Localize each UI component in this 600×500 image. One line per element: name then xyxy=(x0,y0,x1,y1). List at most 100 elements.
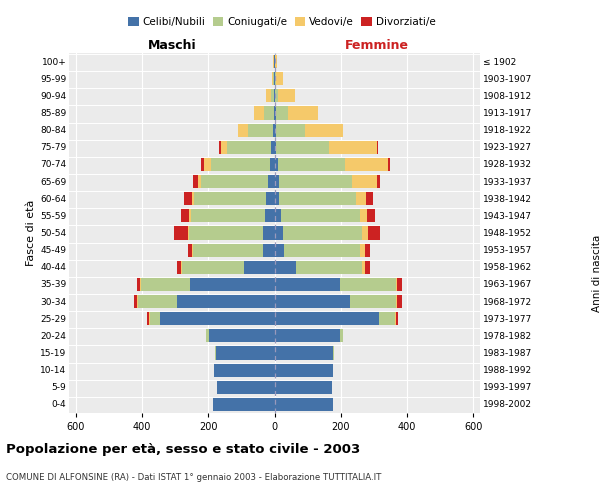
Text: Femmine: Femmine xyxy=(345,38,409,52)
Bar xyxy=(190,208,191,222)
Bar xyxy=(275,54,277,68)
Bar xyxy=(191,208,265,222)
Bar xyxy=(140,277,141,291)
Bar xyxy=(201,174,268,188)
Bar xyxy=(360,242,365,256)
Bar xyxy=(269,157,275,171)
Bar xyxy=(134,294,137,308)
Bar xyxy=(184,191,193,205)
Bar xyxy=(238,122,248,136)
Bar xyxy=(215,346,275,360)
Bar xyxy=(345,157,388,171)
Bar xyxy=(397,277,403,291)
Bar xyxy=(274,88,275,102)
Bar xyxy=(275,362,334,376)
Bar xyxy=(275,174,280,188)
Text: Maschi: Maschi xyxy=(148,38,196,52)
Bar xyxy=(365,242,370,256)
Bar xyxy=(368,226,380,239)
Bar xyxy=(273,54,274,68)
Bar xyxy=(200,157,204,171)
Bar xyxy=(275,88,278,102)
Bar xyxy=(275,346,334,360)
Bar xyxy=(221,140,227,154)
Bar xyxy=(137,294,177,308)
Bar xyxy=(275,380,332,394)
Bar xyxy=(276,106,288,120)
Bar xyxy=(377,174,380,188)
Bar xyxy=(271,88,274,102)
Bar xyxy=(275,140,276,154)
Bar xyxy=(178,260,181,274)
Bar xyxy=(280,191,356,205)
Bar xyxy=(281,208,360,222)
Bar xyxy=(275,122,276,136)
Bar xyxy=(274,106,275,120)
Bar xyxy=(193,191,194,205)
Bar xyxy=(227,140,271,154)
Bar xyxy=(275,71,276,85)
Bar xyxy=(265,208,275,222)
Bar xyxy=(275,208,281,222)
Bar xyxy=(275,294,350,308)
Bar xyxy=(397,311,398,325)
Bar xyxy=(362,226,368,239)
Bar xyxy=(263,226,275,239)
Bar xyxy=(160,311,275,325)
Bar xyxy=(217,380,275,394)
Bar xyxy=(264,106,274,120)
Bar xyxy=(273,122,275,136)
Bar xyxy=(181,208,190,222)
Bar xyxy=(149,311,160,325)
Bar xyxy=(137,277,140,291)
Bar xyxy=(367,208,375,222)
Bar xyxy=(188,242,191,256)
Bar xyxy=(181,260,182,274)
Bar xyxy=(396,277,397,291)
Bar xyxy=(396,294,397,308)
Bar xyxy=(275,106,276,120)
Bar xyxy=(175,226,188,239)
Bar xyxy=(397,294,403,308)
Bar xyxy=(204,157,211,171)
Bar xyxy=(365,260,370,274)
Bar xyxy=(188,226,190,239)
Bar xyxy=(182,260,244,274)
Bar xyxy=(206,328,209,342)
Text: Anni di nascita: Anni di nascita xyxy=(592,235,600,312)
Bar xyxy=(275,242,284,256)
Bar xyxy=(362,260,365,274)
Bar xyxy=(177,294,275,308)
Bar xyxy=(263,242,275,256)
Bar xyxy=(193,174,197,188)
Bar xyxy=(305,122,343,136)
Bar xyxy=(379,311,395,325)
Bar xyxy=(329,140,377,154)
Bar xyxy=(273,71,274,85)
Bar xyxy=(395,311,397,325)
Bar xyxy=(350,294,396,308)
Bar xyxy=(190,226,263,239)
Bar xyxy=(284,242,360,256)
Bar xyxy=(296,260,362,274)
Bar xyxy=(276,122,305,136)
Bar xyxy=(147,311,149,325)
Bar xyxy=(193,242,263,256)
Bar xyxy=(213,397,275,411)
Bar xyxy=(275,260,296,274)
Bar xyxy=(275,157,278,171)
Bar xyxy=(275,191,280,205)
Bar xyxy=(274,54,275,68)
Bar xyxy=(214,362,275,376)
Bar xyxy=(283,226,362,239)
Bar xyxy=(352,174,377,188)
Bar xyxy=(219,140,221,154)
Bar xyxy=(272,71,273,85)
Bar xyxy=(194,191,266,205)
Bar xyxy=(254,106,264,120)
Bar xyxy=(288,106,317,120)
Bar xyxy=(244,260,275,274)
Bar xyxy=(190,277,275,291)
Bar xyxy=(197,174,201,188)
Bar xyxy=(360,208,367,222)
